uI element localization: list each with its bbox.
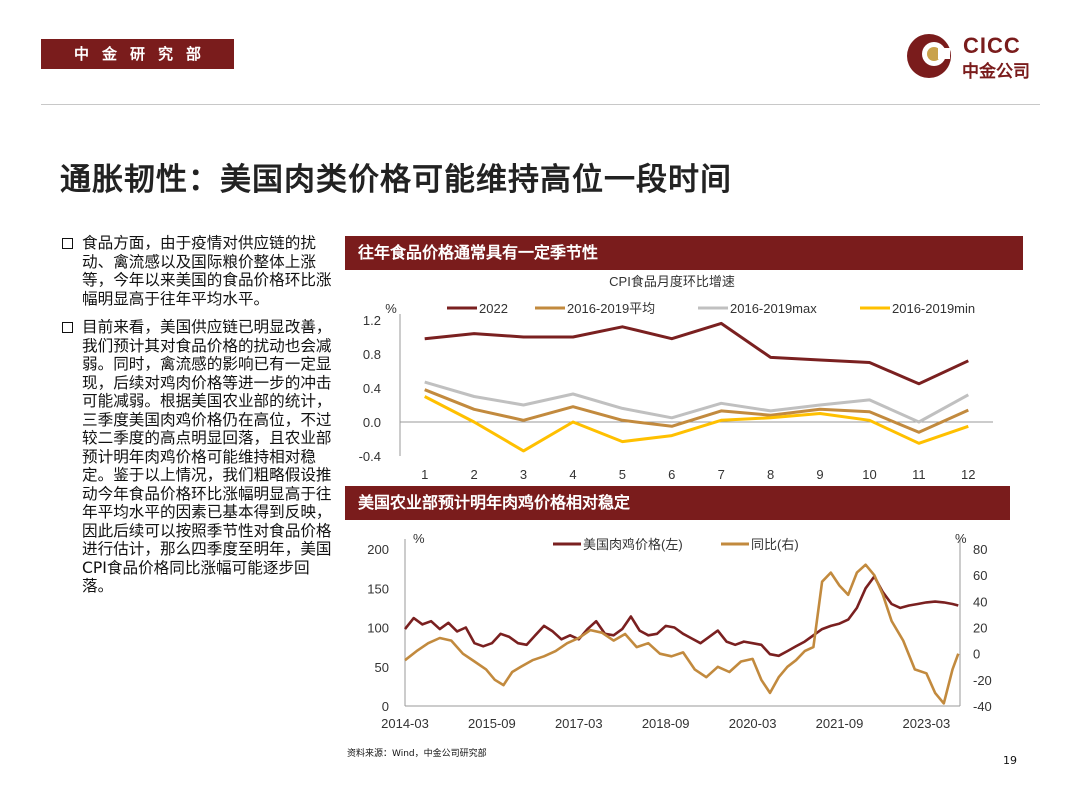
bullet-item: 目前来看，美国供应链已明显改善，我们预计其对食品价格的扰动也会减弱。同时，禽流感… (60, 318, 340, 596)
series-line (424, 321, 969, 386)
x-tick-label: 2015-09 (468, 716, 516, 731)
left-axis-unit-label: % (413, 531, 425, 546)
x-tick-label: 2023-03 (903, 716, 951, 731)
x-tick-label: 6 (668, 467, 675, 482)
y-tick-label: 0.8 (363, 347, 381, 362)
right-axis-unit-label: % (955, 531, 967, 546)
legend-label: 2016-2019min (892, 301, 975, 316)
x-tick-label: 5 (619, 467, 626, 482)
x-tick-label: 2018-09 (642, 716, 690, 731)
x-tick-label: 2017-03 (555, 716, 603, 731)
right-tick-label: 60 (973, 568, 987, 583)
series-line (403, 575, 959, 658)
bullet-square-icon (62, 238, 73, 249)
bullet-item: 食品方面，由于疫情对供应链的扰动、禽流感以及国际粮价整体上涨等，今年以来美国的食… (60, 234, 340, 308)
x-tick-label: 3 (520, 467, 527, 482)
x-tick-label: 12 (961, 467, 975, 482)
x-tick-label: 2021-09 (816, 716, 864, 731)
legend-label: 同比(右) (751, 537, 799, 552)
cpi-food-mom-chart: CPI食品月度环比增速%1.20.80.40.0-0.41 2 3 4 5 6 7 8 9 10 1… (359, 274, 993, 482)
x-tick-label: 4 (569, 467, 576, 482)
x-tick-label: 7 (718, 467, 725, 482)
department-label: 中金研究部 (41, 39, 234, 69)
legend-label: 2016-2019平均 (567, 301, 655, 316)
y-tick-label: -0.4 (359, 449, 381, 464)
bullet-text: 目前来看，美国供应链已明显改善，我们预计其对食品价格的扰动也会减弱。同时，禽流感… (82, 318, 332, 595)
chart-title: CPI食品月度环比增速 (609, 274, 735, 289)
right-tick-label: -20 (973, 673, 992, 688)
series-line (424, 395, 969, 453)
y-axis-unit-label: % (385, 301, 397, 316)
legend-label: 美国肉鸡价格(左) (583, 537, 683, 552)
x-tick-label: 8 (767, 467, 774, 482)
bullet-list: 食品方面，由于疫情对供应链的扰动、禽流感以及国际粮价整体上涨等，今年以来美国的食… (60, 234, 340, 606)
right-tick-label: -40 (973, 699, 992, 714)
left-tick-label: 0 (382, 699, 389, 714)
right-tick-label: 80 (973, 542, 987, 557)
bullet-square-icon (62, 322, 73, 333)
page-title: 通胀韧性：美国肉类价格可能维持高位一段时间 (60, 162, 732, 198)
y-tick-label: 1.2 (363, 313, 381, 328)
x-tick-label: 1 (421, 467, 428, 482)
cicc-logo: CICC 中金公司 (903, 30, 1043, 82)
panel-header-broiler: 美国农业部预计明年肉鸡价格相对稳定 (345, 486, 1010, 520)
right-tick-label: 0 (973, 647, 980, 662)
panel-header-seasonality: 往年食品价格通常具有一定季节性 (345, 236, 1023, 270)
logo-text-en: CICC (963, 33, 1021, 58)
x-tick-label: 2014-03 (381, 716, 429, 731)
right-tick-label: 40 (973, 594, 987, 609)
series-line (424, 388, 969, 434)
x-tick-label: 9 (816, 467, 823, 482)
left-tick-label: 200 (367, 542, 389, 557)
x-tick-label: 2020-03 (729, 716, 777, 731)
left-tick-label: 150 (367, 581, 389, 596)
series-line (424, 380, 970, 424)
x-tick-label: 2 (471, 467, 478, 482)
legend-label: 2022 (479, 301, 508, 316)
left-tick-label: 100 (367, 621, 389, 636)
right-tick-label: 20 (973, 621, 987, 636)
legend-label: 2016-2019max (730, 301, 817, 316)
x-tick-label: 11 (912, 467, 926, 482)
logo-text-cn: 中金公司 (962, 62, 1030, 82)
cicc-logo-icon (907, 34, 951, 78)
y-tick-label: 0.0 (363, 415, 381, 430)
y-tick-label: 0.4 (363, 381, 381, 396)
x-tick-label: 10 (862, 467, 876, 482)
left-tick-label: 50 (375, 660, 389, 675)
bullet-text: 食品方面，由于疫情对供应链的扰动、禽流感以及国际粮价整体上涨等，今年以来美国的食… (82, 234, 332, 308)
page-number: 19 (1003, 754, 1017, 767)
source-note: 资料来源：Wind，中金公司研究部 (347, 749, 487, 759)
series-line (404, 563, 960, 705)
header-divider (41, 104, 1040, 105)
